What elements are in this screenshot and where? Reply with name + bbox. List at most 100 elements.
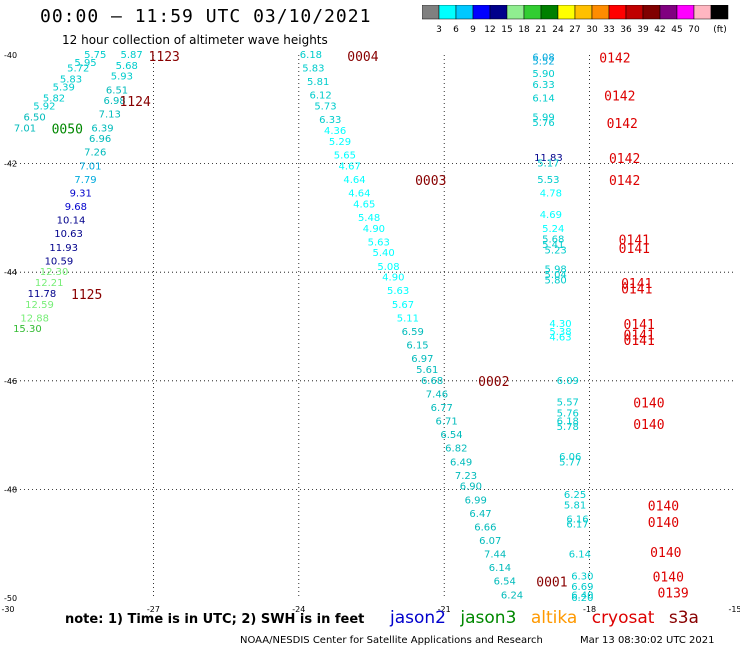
wave-height-value: 7.01 (14, 123, 36, 134)
longitude-tick-label: -24 (292, 605, 305, 614)
wave-height-value: 6.39 (91, 123, 113, 134)
wave-height-value: 5.41 (542, 240, 564, 251)
satellite-legend: jason2 jason3 altika cryosat s3a (390, 608, 708, 628)
track-time-label: 0142 (609, 152, 640, 167)
satellite-legend-cryosat: cryosat (591, 608, 655, 628)
wave-height-value: 6.69 (571, 582, 593, 593)
track-time-label: 1124 (119, 95, 150, 110)
wave-height-value: 4.90 (382, 273, 404, 284)
wave-height-value: 9.68 (65, 202, 87, 213)
wave-height-value: 7.01 (79, 161, 101, 172)
wave-height-value: 5.98 (545, 264, 567, 275)
wave-height-value: 6.59 (402, 327, 424, 338)
wave-height-value: 5.78 (557, 422, 579, 433)
wave-height-value: 6.77 (431, 403, 453, 414)
wave-height-value: 6.15 (406, 341, 428, 352)
wave-height-value: 6.68 (421, 376, 443, 387)
wave-height-value: 5.61 (416, 365, 438, 376)
wave-height-value: 5.72 (67, 64, 89, 75)
wave-height-value: 6.96 (89, 134, 111, 145)
longitude-tick-label: -30 (1, 605, 14, 614)
wave-height-value: 5.23 (545, 245, 567, 256)
wave-height-value: 5.57 (557, 398, 579, 409)
wave-height-value: 6.82 (445, 444, 467, 455)
wave-height-value: 5.29 (329, 137, 351, 148)
track-time-label: 0004 (347, 50, 378, 65)
wave-height-value: 6.07 (479, 536, 501, 547)
colorbar-tick-label: 3 (436, 25, 442, 35)
wave-height-value: 5.11 (397, 313, 419, 324)
wave-height-value: 4.63 (549, 332, 571, 343)
wave-height-value: 5.17 (537, 159, 559, 170)
track-time-label: 0141 (619, 242, 650, 257)
footer-timestamp: Mar 13 08:30:02 UTC 2021 (580, 635, 715, 646)
latitude-tick-label: -50 (4, 594, 17, 603)
wave-height-value: 5.99 (532, 112, 554, 123)
satellite-legend-s3a: s3a (668, 608, 699, 628)
colorbar-tick-label: 18 (518, 25, 530, 35)
wave-height-value: 5.24 (542, 224, 564, 235)
track-time-label: 0050 (52, 122, 83, 137)
colorbar-tick-label: 15 (501, 25, 512, 35)
wave-height-value: 6.90 (460, 482, 482, 493)
wave-height-value: 6.08 (532, 53, 554, 64)
track-time-label: 0141 (624, 318, 655, 333)
wave-height-value: 5.81 (307, 77, 329, 88)
colorbar-tick-label: 36 (620, 25, 632, 35)
wave-height-value: 5.90 (532, 69, 554, 80)
track-time-label: 0139 (657, 587, 688, 602)
wave-height-value: 5.04 (545, 270, 567, 281)
wave-height-value: 5.63 (387, 286, 409, 297)
wave-height-value: 10.63 (54, 229, 83, 240)
colorbar-tick-label: 45 (671, 25, 682, 35)
wave-height-value: 6.33 (532, 80, 554, 91)
wave-height-value: 5.53 (537, 175, 559, 186)
wave-height-value: 6.99 (465, 495, 487, 506)
wave-height-value: 6.18 (557, 417, 579, 428)
wave-height-value: 5.63 (368, 237, 390, 248)
wave-height-value: 6.14 (489, 563, 511, 574)
wave-height-value: 6.14 (569, 550, 591, 561)
wave-height-value: 12.59 (25, 300, 54, 311)
map-grid (8, 55, 735, 598)
wave-height-value: 5.93 (111, 72, 133, 83)
track-time-label: 0141 (621, 282, 652, 297)
wave-height-value: 4.64 (343, 175, 365, 186)
wave-height-value: 6.06 (559, 452, 581, 463)
wave-height-value: 15.30 (13, 324, 42, 335)
track-time-label: 0141 (624, 334, 655, 349)
longitude-tick-label: -27 (147, 605, 160, 614)
wave-height-value: 4.65 (353, 199, 375, 210)
track-time-label: 1125 (71, 288, 102, 303)
wave-height-value: 6.97 (411, 354, 433, 365)
colorbar-tick-label: 9 (470, 25, 476, 35)
wave-height-value: 5.87 (120, 50, 142, 61)
track-time-label: 0142 (599, 52, 630, 67)
wave-height-value: 5.73 (314, 102, 336, 113)
wave-height-value: 5.39 (53, 83, 75, 94)
wave-height-value: 5.77 (559, 457, 581, 468)
satellite-legend-jason3: jason3 (460, 608, 517, 628)
wave-height-value: 4.67 (339, 161, 361, 172)
wave-height-value: 5.83 (60, 74, 82, 85)
track-time-label: 0141 (621, 277, 652, 292)
longitude-tick-label: -21 (438, 605, 451, 614)
track-time-label: 0140 (633, 397, 664, 412)
wave-height-value: 5.52 (532, 57, 554, 68)
color-scale-legend: 3 6 9 12 15 18 21 24 27 30 33 36 39 42 45 70 (ft) (422, 5, 729, 35)
wave-height-value: 11.78 (28, 289, 57, 300)
wave-height-value: 4.64 (348, 188, 370, 199)
wave-height-value: 5.82 (43, 93, 65, 104)
wave-height-value: 9.31 (70, 188, 92, 199)
longitude-tick-label: -18 (583, 605, 596, 614)
colorbar-tick-label: 6 (453, 25, 459, 35)
colorbar-tick-label: 24 (552, 25, 564, 35)
wave-height-value: 6.66 (474, 522, 496, 533)
wave-height-value: 10.14 (57, 216, 86, 227)
wave-height-value: 6.47 (469, 509, 491, 520)
wave-height-value: 7.23 (455, 471, 477, 482)
colorbar-unit: (ft) (713, 25, 727, 35)
wave-height-value: 6.18 (300, 50, 322, 61)
wave-height-value: 6.54 (440, 430, 462, 441)
